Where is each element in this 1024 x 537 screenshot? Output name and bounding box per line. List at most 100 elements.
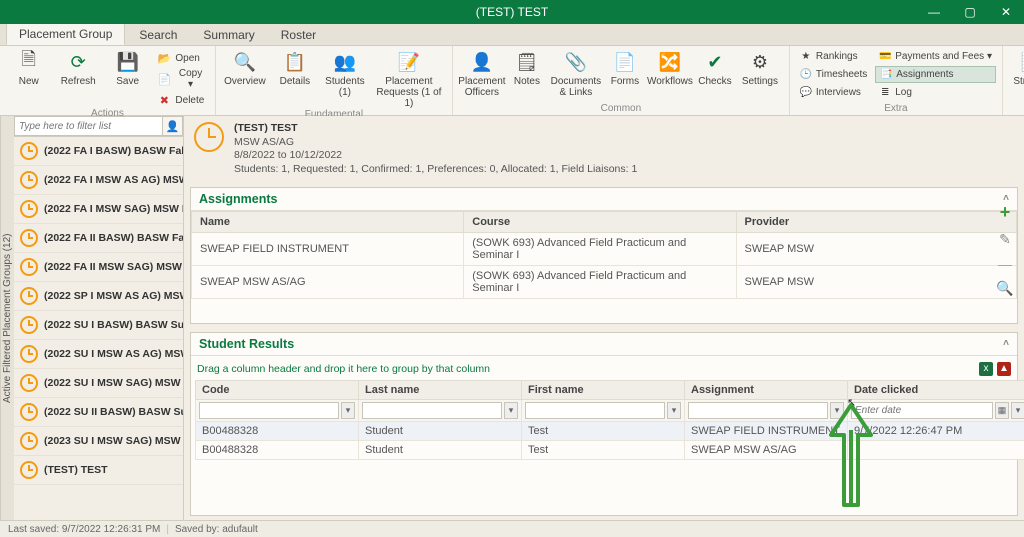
sidebar-item-label: (2023 SU I MSW SAG) MSW Sum <box>44 435 183 447</box>
streams-button[interactable]: 📊Streams <box>1009 48 1024 87</box>
sidebar-item[interactable]: (2023 SU I MSW SAG) MSW Sum <box>14 427 183 456</box>
sidebar-item[interactable]: (2022 FA II BASW) BASW Fall II 2 <box>14 224 183 253</box>
filter-last[interactable] <box>362 402 502 419</box>
group-label-common: Common <box>459 103 783 115</box>
sidebar-item[interactable]: (2022 SP I MSW AS AG) MSW Sp <box>14 282 183 311</box>
save-button[interactable]: 💾Save <box>105 48 150 87</box>
col-dateclicked[interactable]: Date clicked <box>848 380 1024 399</box>
tab-roster[interactable]: Roster <box>269 25 328 45</box>
sidebar-item-label: (2022 SU I BASW) BASW Summ <box>44 319 183 331</box>
notes-button[interactable]: 🗒Notes <box>509 48 545 87</box>
students-button[interactable]: 👥Students (1) <box>322 48 368 98</box>
funnel-icon[interactable]: ▾ <box>667 402 681 419</box>
title-bar: (TEST) TEST — ▢ ✕ <box>0 0 1024 24</box>
export-pdf-icon[interactable]: ▲ <box>997 362 1011 376</box>
tab-summary[interactable]: Summary <box>191 25 266 45</box>
clock-icon <box>194 122 224 152</box>
copy-button[interactable]: 📄Copy ▾ <box>154 67 209 91</box>
clock-icon <box>20 287 38 305</box>
body-area: Active Filtered Placement Groups (12) 👤 … <box>0 116 1024 520</box>
funnel-icon[interactable]: ▾ <box>504 402 518 419</box>
clock-icon <box>20 403 38 421</box>
clock-icon <box>20 142 38 160</box>
detail-dates: 8/8/2022 to 10/12/2022 <box>234 149 637 163</box>
requests-button[interactable]: 📝Placement Requests (1 of 1) <box>372 48 446 109</box>
rankings-button[interactable]: ★Rankings <box>796 48 871 65</box>
checks-button[interactable]: ✔Checks <box>697 48 733 87</box>
filter-code[interactable] <box>199 402 339 419</box>
tab-search[interactable]: Search <box>127 25 189 45</box>
detail-name: (TEST) TEST <box>234 122 637 136</box>
sidebar-filter-input[interactable] <box>14 116 163 136</box>
col-course[interactable]: Course <box>464 211 736 232</box>
overview-button[interactable]: 🔍Overview <box>222 48 268 87</box>
maximize-button[interactable]: ▢ <box>952 0 988 24</box>
ribbon-group-actions: 🗎New ⟳Refresh 💾Save 📂Open 📄Copy ▾ ✖Delet… <box>0 46 216 115</box>
payments-button[interactable]: 💳Payments and Fees ▾ <box>875 48 996 65</box>
filter-assignment[interactable] <box>688 402 828 419</box>
sidebar-item-label: (2022 SP I MSW AS AG) MSW Sp <box>44 290 183 302</box>
col-firstname[interactable]: First name <box>522 380 685 399</box>
funnel-icon[interactable]: ▾ <box>1011 402 1024 419</box>
col-name[interactable]: Name <box>192 211 464 232</box>
col-lastname[interactable]: Last name <box>359 380 522 399</box>
edit-icon[interactable]: ✎ <box>999 231 1011 248</box>
add-icon[interactable]: + <box>1000 202 1011 223</box>
sidebar-item[interactable]: (TEST) TEST <box>14 456 183 485</box>
settings-button[interactable]: ⚙Settings <box>737 48 783 87</box>
forms-button[interactable]: 📄Forms <box>607 48 643 87</box>
clock-icon <box>20 316 38 334</box>
col-code[interactable]: Code <box>196 380 359 399</box>
sidebar-item[interactable]: (2022 SU I MSW SAG) MSW Sum <box>14 369 183 398</box>
officers-button[interactable]: 👤Placement Officers <box>459 48 505 98</box>
results-table: Code Last name First name Assignment Dat… <box>195 380 1024 460</box>
tab-placement-group[interactable]: Placement Group <box>6 23 125 45</box>
search-icon[interactable]: 🔍 <box>996 280 1013 297</box>
result-row[interactable]: B00488328StudentTestSWEAP FIELD INSTRUME… <box>196 421 1024 440</box>
sidebar-item-label: (2022 FA II BASW) BASW Fall II 2 <box>44 232 183 244</box>
interviews-button[interactable]: 💬Interviews <box>796 84 871 101</box>
open-button[interactable]: 📂Open <box>154 50 209 66</box>
status-by: Saved by: adufault <box>175 524 258 535</box>
sidebar-item-label: (2022 SU II BASW) BASW Summ <box>44 406 183 418</box>
close-button[interactable]: ✕ <box>988 0 1024 24</box>
documents-button[interactable]: 📎Documents & Links <box>549 48 603 98</box>
remove-icon[interactable]: — <box>998 256 1012 272</box>
calendar-icon[interactable]: ▦ <box>995 402 1009 419</box>
sidebar-item[interactable]: (2022 FA I MSW AS AG) MSW Fa <box>14 166 183 195</box>
sidebar-item[interactable]: (2022 FA I MSW SAG) MSW Fall <box>14 195 183 224</box>
sidebar-item[interactable]: (2022 SU I MSW AS AG) MSW Su <box>14 340 183 369</box>
result-row[interactable]: B00488328StudentTestSWEAP MSW AS/AG <box>196 440 1024 459</box>
col-provider[interactable]: Provider <box>736 211 1017 232</box>
sidebar-item[interactable]: (2022 SU I BASW) BASW Summ <box>14 311 183 340</box>
results-header[interactable]: Student Results ˄ <box>191 333 1017 356</box>
details-button[interactable]: 📋Details <box>272 48 318 87</box>
refresh-button[interactable]: ⟳Refresh <box>55 48 100 87</box>
assignments-button[interactable]: 📑Assignments <box>875 66 996 83</box>
timesheets-button[interactable]: 🕒Timesheets <box>796 66 871 83</box>
log-button[interactable]: ≣Log <box>875 84 996 101</box>
funnel-icon[interactable]: ▾ <box>341 402 355 419</box>
side-rail[interactable]: Active Filtered Placement Groups (12) <box>0 116 14 520</box>
ribbon-group-fundamental: 🔍Overview 📋Details 👥Students (1) 📝Placem… <box>216 46 453 115</box>
sidebar-item-label: (TEST) TEST <box>44 464 108 476</box>
minimize-button[interactable]: — <box>916 0 952 24</box>
funnel-icon[interactable]: ▾ <box>830 402 844 419</box>
filter-user-icon[interactable]: 👤 <box>163 116 183 136</box>
col-assignment[interactable]: Assignment <box>685 380 848 399</box>
new-button[interactable]: 🗎New <box>6 48 51 87</box>
delete-button[interactable]: ✖Delete <box>154 92 209 108</box>
assignment-row[interactable]: SWEAP MSW AS/AG(SOWK 693) Advanced Field… <box>192 265 1017 298</box>
group-label-extra: Extra <box>796 103 996 115</box>
filter-date[interactable] <box>851 402 993 419</box>
ribbon-group-placements: 📊Streams 👥Student Allocation (1) 📈Worksh… <box>1003 46 1024 115</box>
assignments-header[interactable]: Assignments ˄ <box>191 188 1017 211</box>
sidebar-item[interactable]: (2022 FA I BASW) BASW Fall I 20 <box>14 137 183 166</box>
sidebar-item[interactable]: (2022 SU II BASW) BASW Summ <box>14 398 183 427</box>
sidebar-item[interactable]: (2022 FA II MSW SAG) MSW Fall <box>14 253 183 282</box>
assignment-row[interactable]: SWEAP FIELD INSTRUMENT(SOWK 693) Advance… <box>192 232 1017 265</box>
group-hint[interactable]: Drag a column header and drop it here to… <box>197 363 490 375</box>
filter-first[interactable] <box>525 402 665 419</box>
export-excel-icon[interactable]: x <box>979 362 993 376</box>
workflows-button[interactable]: 🔀Workflows <box>647 48 693 87</box>
